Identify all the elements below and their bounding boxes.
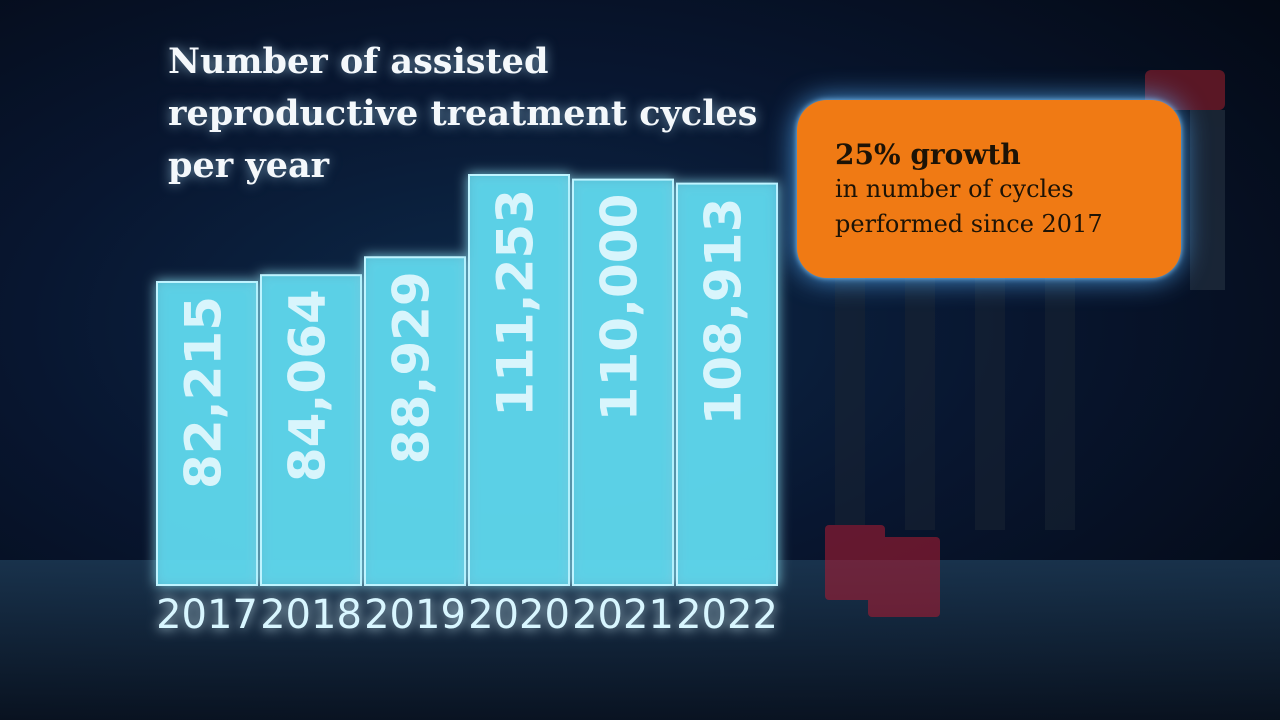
value-label: 110,000 [591,194,649,422]
bar [676,182,778,586]
annotation-box: 25% growth in number of cycles performed… [797,100,1181,278]
value-label: 108,913 [695,198,753,426]
chart-title: Number of assisted reproductive treatmen… [168,41,758,186]
value-label: 82,215 [175,296,233,489]
x-tick-label: 2019 [364,592,466,638]
x-tick-label: 2021 [572,592,674,638]
value-label: 88,929 [383,271,441,464]
bar [156,281,258,586]
bar [468,174,570,586]
annotation-headline: 25% growth [835,138,1021,171]
test-tubes [825,70,1225,617]
bar [364,256,466,586]
x-tick-label: 2020 [468,592,570,638]
x-tick-label: 2017 [156,592,258,638]
bar [260,274,362,586]
value-label: 111,253 [487,189,545,417]
floor [0,560,1280,720]
value-label: 84,064 [279,289,337,482]
x-tick-label: 2022 [676,592,778,638]
bar [572,178,674,586]
x-tick-label: 2018 [260,592,362,638]
annotation-text: in number of cycles performed since 2017 [835,175,1103,238]
